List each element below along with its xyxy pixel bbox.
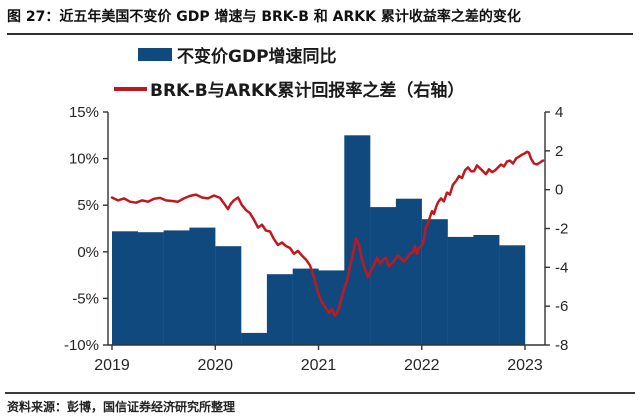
right-axis-label: 0	[555, 182, 563, 199]
figure-title: 图 27：近五年美国不变价 GDP 增速与 BRK-B 和 ARKK 累计收益率…	[7, 6, 633, 35]
x-axis-label: 2023	[507, 357, 543, 374]
left-axis-label: 10%	[69, 151, 99, 168]
right-axis-label: 2	[555, 143, 563, 160]
legend-item-gdp: 不变价GDP增速同比	[138, 42, 337, 67]
left-axis-label: -10%	[64, 337, 99, 354]
left-axis-label: 0%	[77, 244, 99, 261]
footer-divider	[5, 392, 635, 394]
gdp-bar-2020Q2	[241, 332, 268, 345]
gdp-bar-2021Q4	[395, 198, 422, 345]
right-axis-label: 4	[555, 104, 563, 121]
line-series-swatch	[114, 86, 147, 91]
legend-label-gdp: 不变价GDP增速同比	[177, 47, 337, 67]
legend-label-return-diff: BRK-B与ARKK累计回报率之差（右轴）	[150, 81, 465, 101]
left-axis-label: 5%	[77, 197, 99, 214]
right-axis-label: -8	[555, 337, 568, 354]
gdp-bar-2019Q3	[163, 230, 190, 345]
gdp-bar-2021Q3	[370, 207, 397, 345]
x-axis-label: 2019	[94, 357, 130, 374]
x-axis-label: 2022	[404, 357, 440, 374]
gdp-bar-2022Q2	[447, 236, 474, 345]
legend-item-return-diff: BRK-B与ARKK累计回报率之差（右轴）	[114, 76, 464, 101]
gdp-bar-2022Q3	[473, 235, 500, 345]
gdp-bar-2020Q3	[266, 274, 293, 345]
x-axis-label: 2021	[301, 357, 337, 374]
right-axis-label: -2	[555, 221, 568, 238]
gdp-bar-2019Q1	[112, 231, 138, 345]
gdp-bar-2019Q2	[137, 232, 164, 345]
left-axis-label: -5%	[72, 290, 99, 307]
gdp-bar-2022Q4	[499, 245, 526, 345]
gdp-bar-2021Q1	[318, 270, 345, 345]
right-axis-label: -6	[555, 298, 568, 315]
left-axis-label: 15%	[69, 104, 99, 121]
gdp-bar-2020Q1	[215, 246, 242, 345]
gdp-bar-2019Q4	[189, 227, 216, 345]
bar-series-swatch	[138, 48, 172, 61]
brk-arkk-return-diff-line	[110, 150, 545, 318]
x-axis-label: 2020	[197, 357, 233, 374]
right-axis-label: -4	[555, 259, 568, 276]
gdp-bar-2022Q1	[421, 219, 448, 345]
source-note: 资料来源：彭博，国信证券经济研究所整理	[7, 400, 236, 414]
